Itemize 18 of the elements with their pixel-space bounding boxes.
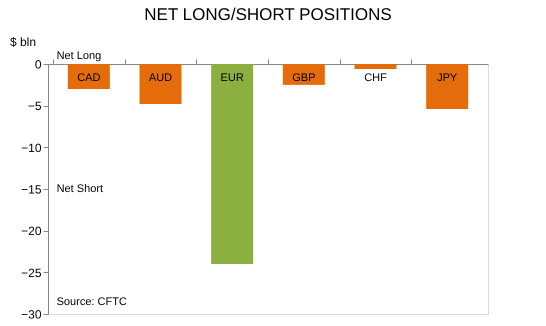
y-tick-label: −25 (21, 266, 42, 280)
x-tick-label: JPY (437, 72, 458, 84)
text: Net Long (56, 50, 102, 62)
y-tick-label: −15 (21, 182, 42, 196)
x-tick-label: AUD (148, 72, 172, 84)
x-tick-label: EUR (220, 72, 244, 84)
x-tick-label: CAD (77, 72, 100, 84)
y-tick-label: −30 (21, 308, 42, 322)
y-tick-label: −5 (28, 99, 42, 114)
x-tick-label: CHF (364, 72, 388, 84)
y-tick-label: −10 (21, 140, 42, 155)
x-tick-label: GBP (292, 72, 316, 84)
chart-title: NET LONG/SHORT POSITIONS (144, 5, 392, 24)
y-tick-label: 0 (34, 58, 42, 72)
annotation: Source: CFTC (56, 296, 127, 308)
y-axis-title: $ bln (10, 35, 36, 49)
annotation: Net Short (56, 183, 104, 195)
y-tick-label: −20 (21, 224, 42, 238)
